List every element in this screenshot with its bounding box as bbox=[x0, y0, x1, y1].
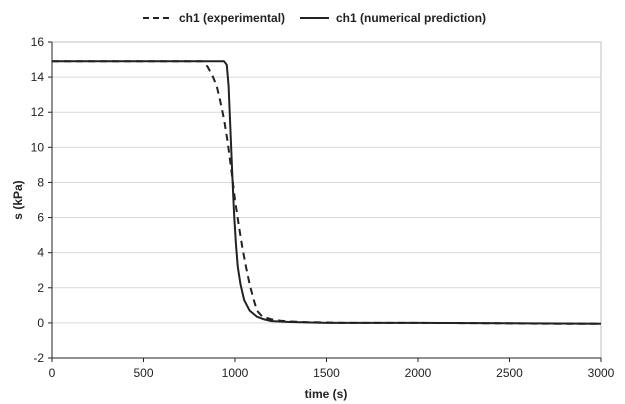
x-tick-label: 2500 bbox=[496, 366, 523, 380]
x-tick-label: 1000 bbox=[222, 366, 249, 380]
series-line-numerical bbox=[52, 60, 602, 325]
legend-label-numerical: ch1 (numerical prediction) bbox=[336, 11, 486, 25]
y-tick-label: 10 bbox=[31, 140, 45, 154]
y-tick-label: 4 bbox=[37, 246, 44, 260]
legend: ch1 (experimental) ch1 (numerical predic… bbox=[143, 11, 486, 25]
y-tick-label: 14 bbox=[31, 70, 45, 84]
y-tick-label: 16 bbox=[31, 35, 45, 49]
x-tick-label: 0 bbox=[49, 366, 56, 380]
y-axis-title: s (kPa) bbox=[11, 180, 25, 219]
x-tick-label: 3000 bbox=[588, 366, 615, 380]
legend-label-experimental: ch1 (experimental) bbox=[179, 11, 285, 25]
plot-area bbox=[52, 42, 601, 358]
y-tick-label: -2 bbox=[33, 351, 44, 365]
x-axis-title: time (s) bbox=[305, 387, 348, 401]
y-tick-label: 0 bbox=[37, 316, 44, 330]
series-group bbox=[52, 60, 602, 325]
y-tick-label: 8 bbox=[37, 175, 44, 189]
axes bbox=[48, 41, 602, 362]
x-tick-label: 500 bbox=[133, 366, 153, 380]
x-tick-label: 2000 bbox=[405, 366, 432, 380]
x-tick-label: 1500 bbox=[313, 366, 340, 380]
tick-labels: -2 0 2 4 6 8 10 12 14 16 0 500 1000 1500 2000 2500 3000 bbox=[31, 35, 615, 380]
y-tick-label: 2 bbox=[37, 281, 44, 295]
y-tick-label: 6 bbox=[37, 211, 44, 225]
y-tick-label: 12 bbox=[31, 105, 45, 119]
